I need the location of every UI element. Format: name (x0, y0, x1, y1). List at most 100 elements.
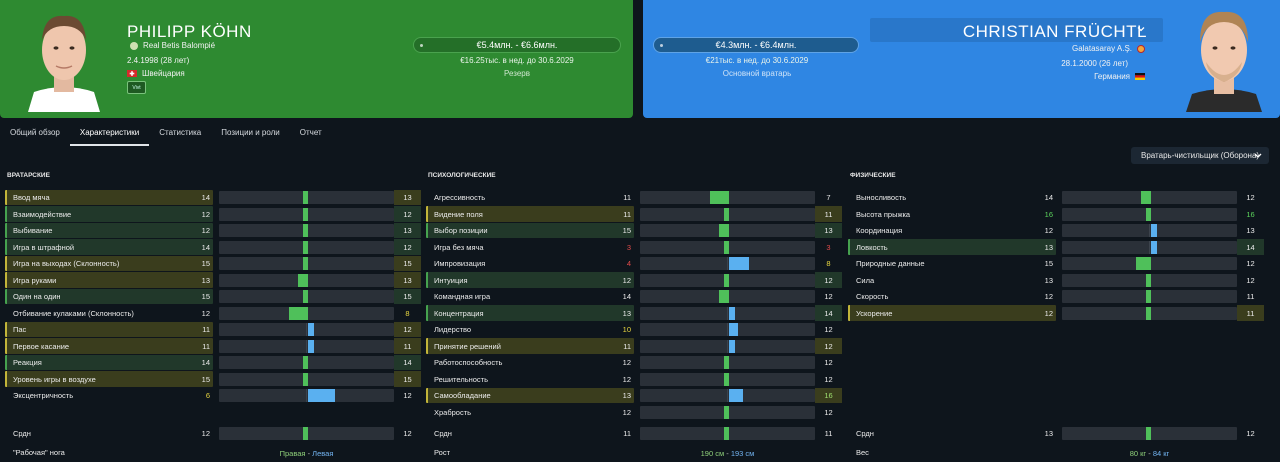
right-player-nationality[interactable]: Германия (1094, 72, 1130, 81)
attribute-row[interactable]: Концентрация 13 14 (421, 305, 842, 322)
attribute-row[interactable]: Импровизация 4 8 (421, 255, 841, 272)
row-highlight-right (394, 189, 421, 205)
attribute-row[interactable]: Эксцентричность 6 12 (0, 387, 420, 404)
attribute-row[interactable]: Пас 11 12 (0, 321, 421, 338)
attribute-row[interactable]: Ловкость 13 14 (843, 239, 1264, 256)
attribute-row[interactable]: Природные данные 15 12 (843, 255, 1263, 272)
attribute-row[interactable]: Лидерство 10 12 (421, 321, 841, 338)
attribute-label: Интуиция (434, 275, 468, 285)
attribute-row[interactable]: Отбивание кулаками (Склонность) 12 8 (0, 305, 420, 322)
attribute-row[interactable]: Выбивание 12 13 (0, 222, 421, 239)
column-title: ФИЗИЧЕСКИЕ (850, 172, 896, 179)
comparison-bar (1062, 427, 1237, 440)
comparison-bar (219, 273, 394, 287)
attribute-row[interactable]: Уровень игры в воздухе 15 15 (0, 371, 421, 388)
left-player-club[interactable]: Real Betis Balompié (143, 41, 216, 50)
right-player-club-line: Galatasaray A.Ş. (1072, 44, 1145, 53)
attribute-label: Решительность (434, 374, 489, 384)
attribute-row[interactable]: Игра без мяча 3 3 (421, 239, 841, 256)
bar-fill (724, 372, 730, 386)
attribute-label: Импровизация (434, 259, 486, 268)
average-attribute-row[interactable]: Срдн 11 11 (421, 425, 841, 442)
comparison-bar (640, 290, 815, 303)
attribute-label: Выбивание (13, 226, 53, 235)
average-row: Срдн 11 11 (421, 425, 841, 443)
attribute-row[interactable]: Выбор позиции 15 13 (421, 222, 842, 239)
row-highlight-right (815, 305, 842, 321)
attribute-row[interactable]: Один на один 15 15 (0, 288, 421, 305)
comparison-bar (640, 240, 815, 254)
attribute-row[interactable]: Принятие решений 11 12 (421, 338, 842, 355)
tab-attributes[interactable]: Характеристики (69, 127, 150, 147)
attribute-label: Командная игра (434, 292, 491, 301)
attribute-row[interactable]: Координация 12 13 (843, 222, 1263, 239)
left-player-dob: 2.4.1998 (28 лет) (127, 56, 190, 65)
attribute-label: Лидерство (434, 325, 472, 334)
left-player-name: PHILIPP KÖHN (127, 22, 252, 41)
chevron-down-icon[interactable] (1137, 25, 1145, 33)
attribute-row[interactable]: Работоспособность 12 12 (421, 354, 841, 371)
attribute-row[interactable]: Первое касание 11 11 (0, 338, 421, 355)
bar-fill (729, 306, 735, 320)
footer-label: Вес (856, 448, 869, 457)
right-player-club[interactable]: Galatasaray A.Ş. (1071, 44, 1132, 53)
bar-fill (1135, 257, 1152, 270)
average-attribute-row[interactable]: Срдн 13 12 (843, 425, 1263, 442)
attribute-row[interactable]: Реакция 14 14 (0, 354, 421, 371)
attribute-row[interactable]: Интуиция 12 12 (421, 272, 842, 289)
footer-separator: - (1146, 449, 1153, 458)
tab-positions-roles[interactable]: Позиции и роли (221, 128, 280, 137)
footer-label: Рост (434, 448, 451, 457)
attribute-row[interactable]: Агрессивность 11 7 (421, 189, 841, 206)
right-player-value: 13 (403, 226, 412, 235)
right-player-value: 12 (1246, 259, 1255, 268)
right-player-contract: €21тыс. в нед. до 30.6.2029 (705, 56, 809, 65)
average-attribute-row[interactable]: Срдн 12 12 (0, 425, 420, 442)
attribute-row[interactable]: Ускорение 12 11 (843, 305, 1264, 322)
tab-report[interactable]: Отчет (299, 128, 322, 137)
right-player-name[interactable]: CHRISTIAN FRÜCHTL (962, 22, 1147, 41)
footer-right-value: Левая (312, 449, 334, 458)
attribute-row[interactable]: Высота прыжка 16 16 (843, 206, 1263, 223)
footer-row: Вес 80 кг - 84 кг (843, 444, 1263, 462)
left-player-value: 14 (201, 242, 210, 252)
left-player-value: 12 (201, 209, 210, 219)
bar-fill (729, 323, 738, 336)
comparison-bar (640, 191, 815, 204)
role-dropdown[interactable]: Вратарь-чистильщик (Оборона) (1131, 147, 1269, 164)
attribute-row[interactable]: Командная игра 14 12 (421, 288, 841, 305)
left-player-value-text: €5.4млн. - €6.6млн. (476, 40, 558, 50)
row-highlight (5, 288, 213, 304)
attribute-row[interactable]: Сила 13 12 (843, 272, 1263, 289)
comparison-bar (640, 405, 815, 419)
value-dot-icon (420, 44, 423, 47)
attribute-row[interactable]: Игра на выходах (Склонность) 15 15 (0, 255, 421, 272)
attribute-row[interactable]: Игра в штрафной 14 12 (0, 239, 421, 256)
bar-fill (1146, 207, 1152, 221)
tab-statistics[interactable]: Статистика (159, 128, 202, 137)
attribute-row[interactable]: Ввод мяча 14 13 (0, 189, 421, 206)
bar-fill (724, 405, 730, 419)
attribute-label: Уровень игры в воздухе (13, 374, 96, 384)
row-highlight (5, 222, 213, 238)
attribute-row[interactable]: Скорость 12 11 (843, 288, 1263, 305)
bar-fill (1140, 191, 1152, 204)
footer-left-value: 190 см (700, 449, 725, 458)
attribute-row[interactable]: Игра руками 13 13 (0, 272, 421, 289)
left-player-nationality[interactable]: Швейцария (142, 69, 185, 78)
row-highlight (5, 206, 213, 222)
comparison-bar (640, 273, 815, 287)
attribute-row[interactable]: Храбрость 12 12 (421, 404, 841, 421)
left-player-value: 12 (622, 275, 631, 285)
attribute-row[interactable]: Видение поля 11 11 (421, 206, 842, 223)
tab-overview[interactable]: Общий обзор (10, 128, 60, 137)
attribute-row[interactable]: Выносливость 14 12 (843, 189, 1263, 206)
attribute-label: Выбор позиции (434, 226, 488, 235)
comparison-bar (1062, 306, 1237, 320)
attribute-row[interactable]: Взаимодействие 12 12 (0, 206, 421, 223)
attribute-row[interactable]: Самообладание 13 16 (421, 387, 842, 404)
right-player-value: 14 (1246, 242, 1255, 252)
attribute-row[interactable]: Решительность 12 12 (421, 371, 841, 388)
right-player-value: 12 (403, 242, 412, 252)
right-player-selector[interactable] (870, 18, 1163, 42)
